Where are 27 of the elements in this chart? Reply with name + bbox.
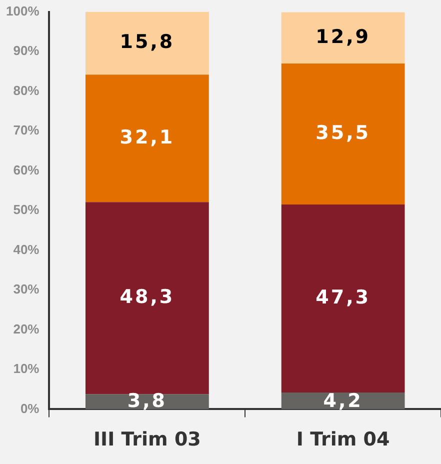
y-tick-label: 40% — [13, 242, 40, 257]
data-label: 15,8 — [120, 31, 175, 54]
x-tick-label: I Trim 04 — [296, 428, 390, 451]
data-label: 48,3 — [120, 286, 175, 308]
bar — [85, 74, 209, 202]
y-tick-label: 10% — [13, 361, 40, 376]
y-tick-label: 90% — [13, 43, 40, 58]
x-tick-label: III Trim 03 — [93, 428, 201, 451]
y-tick-label: 80% — [13, 82, 40, 98]
y-tick-label: 100% — [6, 3, 40, 18]
data-label: 3,8 — [127, 390, 168, 412]
bar — [281, 12, 405, 64]
bar — [281, 63, 405, 205]
y-tick-label: 0% — [20, 400, 40, 416]
data-label: 12,9 — [316, 26, 371, 48]
y-tick-label: 50% — [13, 202, 40, 218]
bar — [85, 12, 209, 75]
y-tick-label: 20% — [13, 321, 40, 336]
data-label: 4,2 — [323, 390, 363, 412]
data-label: 47,3 — [316, 286, 371, 308]
y-tick-label: 60% — [13, 162, 40, 178]
data-label: 32,1 — [120, 126, 175, 148]
y-tick-label: 70% — [13, 122, 40, 138]
y-tick-label: 30% — [13, 282, 40, 297]
bar — [281, 204, 405, 393]
bar — [85, 202, 209, 394]
data-label: 35,5 — [316, 122, 371, 144]
